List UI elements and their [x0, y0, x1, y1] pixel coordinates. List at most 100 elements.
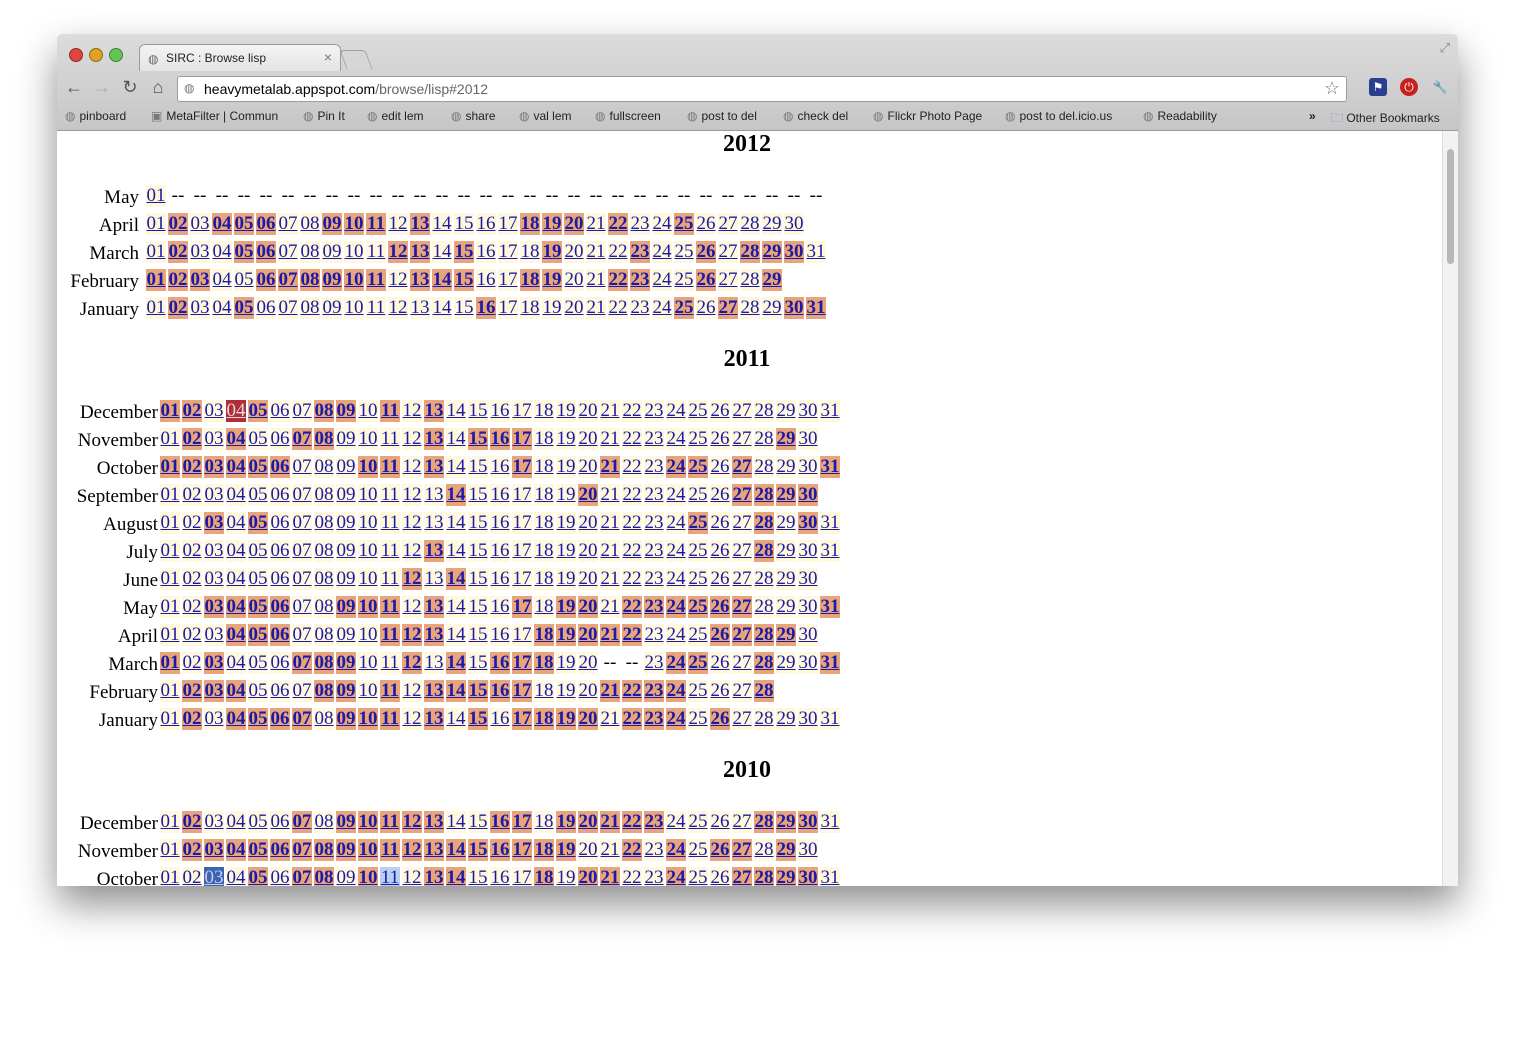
day-link[interactable]: 01 [160, 400, 180, 422]
day-link[interactable]: 21 [600, 596, 620, 618]
day-link[interactable]: 29 [776, 867, 796, 886]
day-link[interactable]: 02 [182, 428, 202, 450]
day-link[interactable]: 11 [366, 241, 386, 263]
day-link[interactable]: 15 [468, 568, 488, 590]
day-link[interactable]: 16 [476, 213, 496, 235]
day-link[interactable]: 07 [292, 708, 312, 730]
day-link[interactable]: 13 [410, 213, 430, 235]
day-link[interactable]: 12 [388, 269, 408, 291]
day-link[interactable]: 27 [732, 568, 752, 590]
day-link[interactable]: 02 [168, 241, 188, 263]
day-link[interactable]: 23 [644, 400, 664, 422]
day-link[interactable]: 27 [732, 456, 752, 478]
day-link[interactable]: 27 [732, 512, 752, 534]
day-link[interactable]: 18 [534, 400, 554, 422]
day-link[interactable]: 29 [776, 540, 796, 562]
close-tab-icon[interactable]: × [323, 49, 332, 65]
day-link[interactable]: 27 [732, 680, 752, 702]
day-link[interactable]: 31 [820, 512, 840, 534]
day-link[interactable]: 24 [666, 568, 686, 590]
day-link[interactable]: 12 [402, 456, 422, 478]
day-link[interactable]: 08 [314, 708, 334, 730]
day-link[interactable]: 03 [190, 297, 210, 319]
home-icon[interactable]: ⌂ [152, 77, 164, 97]
day-link[interactable]: 23 [630, 269, 650, 291]
day-link[interactable]: 13 [424, 512, 444, 534]
day-link[interactable]: 07 [292, 400, 312, 422]
day-link[interactable]: 03 [190, 269, 210, 291]
day-link[interactable]: 15 [454, 297, 474, 319]
day-link[interactable]: 14 [446, 596, 466, 618]
day-link[interactable]: 26 [710, 456, 730, 478]
day-link[interactable]: 23 [644, 680, 664, 702]
day-link[interactable]: 18 [534, 652, 554, 674]
day-link[interactable]: 04 [226, 624, 246, 646]
day-link[interactable]: 30 [798, 428, 818, 450]
day-link[interactable]: 26 [710, 512, 730, 534]
day-link[interactable]: 19 [556, 484, 576, 506]
day-link[interactable]: 06 [256, 269, 276, 291]
day-link[interactable]: 17 [512, 428, 532, 450]
day-link[interactable]: 30 [798, 839, 818, 861]
day-link[interactable]: 21 [600, 456, 620, 478]
day-link[interactable]: 24 [666, 839, 686, 861]
day-link[interactable]: 16 [476, 241, 496, 263]
day-link[interactable]: 25 [688, 867, 708, 886]
day-link[interactable]: 05 [234, 213, 254, 235]
day-link[interactable]: 29 [776, 456, 796, 478]
day-link[interactable]: 30 [798, 596, 818, 618]
day-link[interactable]: 20 [564, 269, 584, 291]
day-link[interactable]: 30 [798, 811, 818, 833]
day-link[interactable]: 15 [468, 652, 488, 674]
day-link[interactable]: 30 [798, 624, 818, 646]
day-link[interactable]: 21 [600, 624, 620, 646]
day-link[interactable]: 05 [248, 400, 268, 422]
bookmark-item[interactable]: ▣ MetaFilter | Commun [151, 109, 278, 123]
day-link[interactable]: 25 [688, 428, 708, 450]
day-link[interactable]: 20 [578, 867, 598, 886]
day-link[interactable]: 26 [710, 568, 730, 590]
day-link[interactable]: 31 [820, 456, 840, 478]
day-link[interactable]: 06 [270, 456, 290, 478]
day-link[interactable]: 11 [380, 540, 400, 562]
day-link[interactable]: 25 [688, 839, 708, 861]
day-link[interactable]: 25 [688, 652, 708, 674]
day-link[interactable]: 02 [182, 811, 202, 833]
day-link[interactable]: 07 [292, 512, 312, 534]
day-link[interactable]: 26 [710, 839, 730, 861]
day-link[interactable]: 01 [160, 811, 180, 833]
day-link[interactable]: 20 [578, 400, 598, 422]
day-link[interactable]: 11 [366, 269, 386, 291]
day-link[interactable]: 17 [512, 839, 532, 861]
day-link[interactable]: 26 [710, 484, 730, 506]
day-link[interactable]: 26 [710, 428, 730, 450]
day-link[interactable]: 10 [358, 428, 378, 450]
day-link[interactable]: 20 [578, 456, 598, 478]
day-link[interactable]: 15 [468, 596, 488, 618]
day-link[interactable]: 06 [270, 652, 290, 674]
day-link[interactable]: 30 [798, 540, 818, 562]
day-link[interactable]: 13 [424, 428, 444, 450]
day-link[interactable]: 29 [776, 811, 796, 833]
day-link[interactable]: 04 [226, 400, 246, 422]
day-link[interactable]: 17 [512, 400, 532, 422]
day-link[interactable]: 20 [578, 568, 598, 590]
day-link[interactable]: 23 [644, 512, 664, 534]
day-link[interactable]: 04 [226, 652, 246, 674]
day-link[interactable]: 01 [160, 596, 180, 618]
day-link[interactable]: 19 [556, 867, 576, 886]
day-link[interactable]: 10 [358, 568, 378, 590]
day-link[interactable]: 02 [182, 568, 202, 590]
day-link[interactable]: 26 [710, 811, 730, 833]
day-link[interactable]: 22 [622, 839, 642, 861]
day-link[interactable]: 16 [490, 428, 510, 450]
day-link[interactable]: 16 [490, 484, 510, 506]
day-link[interactable]: 05 [234, 241, 254, 263]
day-link[interactable]: 20 [578, 540, 598, 562]
day-link[interactable]: 24 [652, 241, 672, 263]
day-link[interactable]: 22 [608, 213, 628, 235]
day-link[interactable]: 23 [630, 213, 650, 235]
day-link[interactable]: 18 [534, 540, 554, 562]
day-link[interactable]: 29 [776, 839, 796, 861]
day-link[interactable]: 08 [314, 811, 334, 833]
